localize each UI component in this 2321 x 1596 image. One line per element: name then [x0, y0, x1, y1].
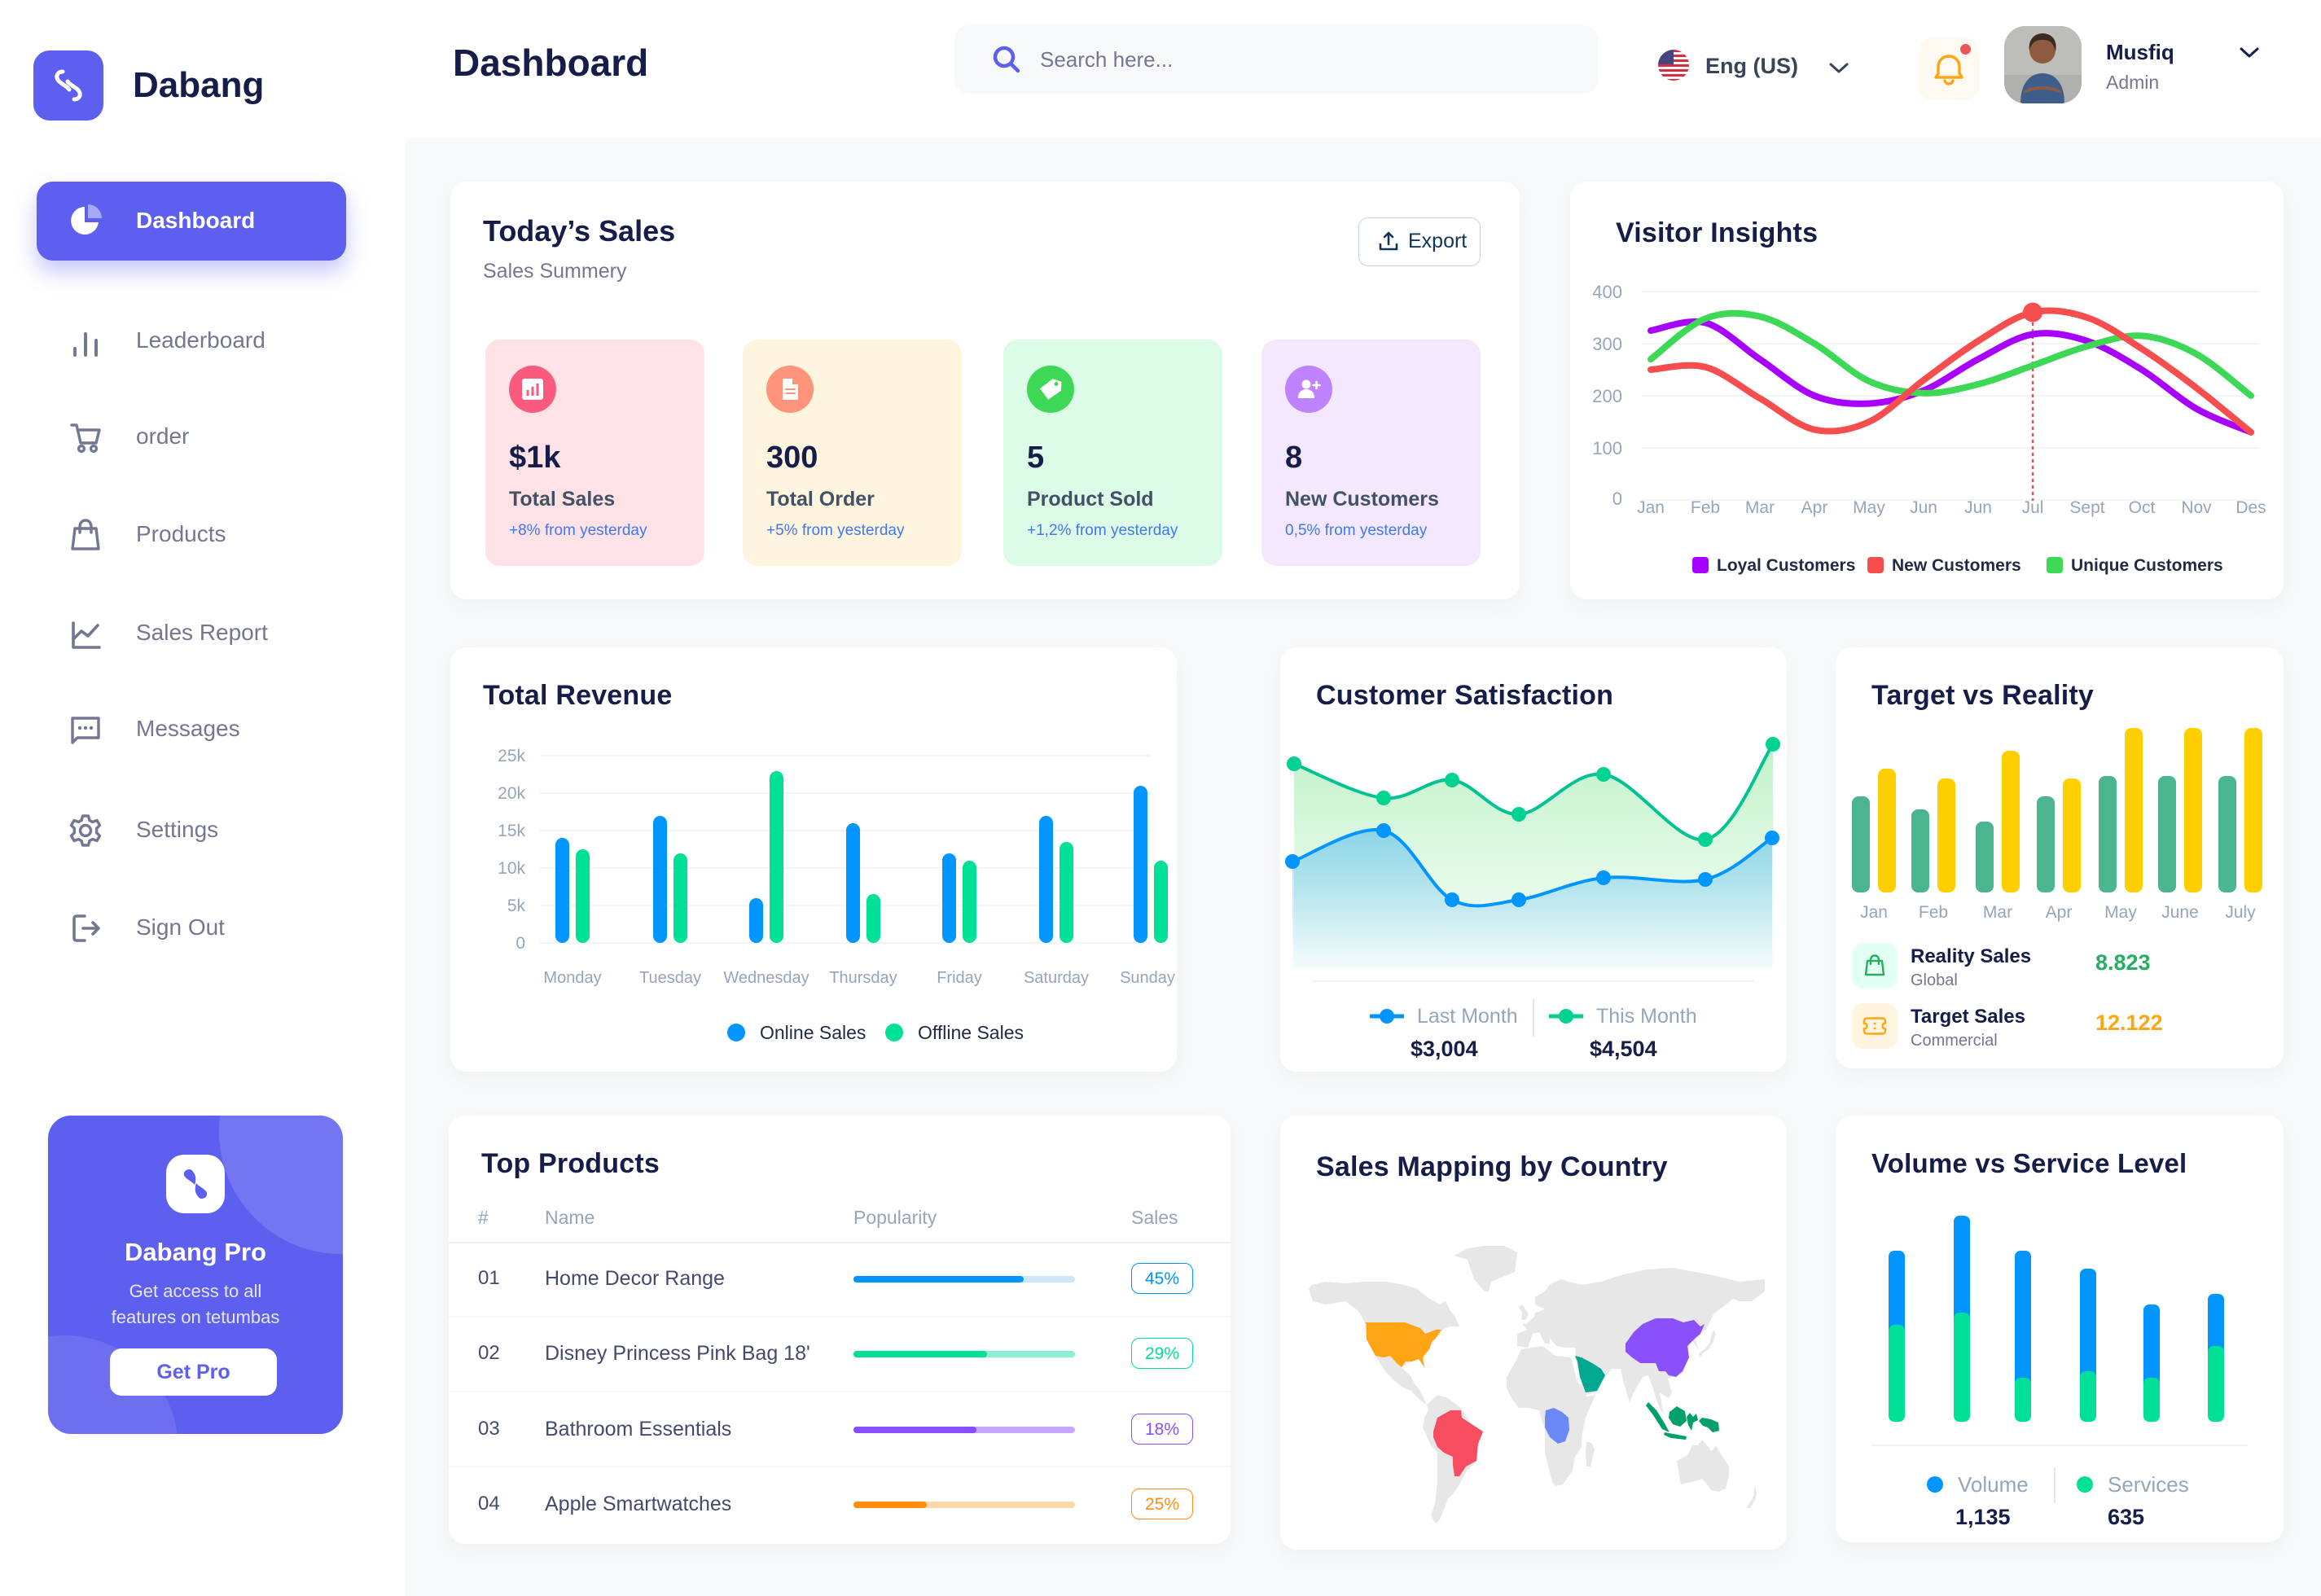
svg-text:Wednesday: Wednesday — [723, 969, 809, 987]
svg-text:Sept: Sept — [2069, 498, 2104, 517]
svg-text:300: 300 — [1592, 334, 1622, 354]
svg-text:$4,504: $4,504 — [1590, 1037, 1657, 1061]
svg-text:Last Month: Last Month — [1417, 1005, 1518, 1028]
svg-text:July: July — [2225, 903, 2256, 922]
svg-text:Online Sales: Online Sales — [760, 1022, 866, 1043]
svg-text:Volume: Volume — [1958, 1472, 2029, 1497]
svg-text:635: 635 — [2108, 1505, 2144, 1529]
svg-text:Mar: Mar — [1745, 498, 1775, 517]
svg-text:This Month: This Month — [1596, 1005, 1697, 1028]
svg-text:Jun: Jun — [1964, 498, 1992, 517]
svg-text:Mar: Mar — [1983, 903, 2012, 922]
svg-text:10k: 10k — [498, 859, 525, 878]
svg-text:Apr: Apr — [2046, 903, 2073, 922]
svg-text:20k: 20k — [498, 784, 525, 803]
svg-text:May: May — [1853, 498, 1885, 517]
svg-text:1,135: 1,135 — [1955, 1505, 2011, 1529]
svg-text:Jan: Jan — [1860, 903, 1888, 922]
svg-text:Jun: Jun — [1910, 498, 1937, 517]
svg-text:Saturday: Saturday — [1024, 969, 1089, 987]
svg-text:Feb: Feb — [1691, 498, 1720, 517]
svg-text:0: 0 — [1612, 489, 1622, 509]
svg-text:Des: Des — [2235, 498, 2266, 517]
svg-text:Sunday: Sunday — [1120, 969, 1175, 987]
svg-text:Oct: Oct — [2129, 498, 2156, 517]
svg-text:100: 100 — [1592, 438, 1622, 458]
svg-text:Apr: Apr — [1801, 498, 1828, 517]
svg-text:Feb: Feb — [1919, 903, 1948, 922]
svg-text:May: May — [2104, 903, 2137, 922]
svg-text:Offline Sales: Offline Sales — [918, 1022, 1024, 1043]
svg-text:0: 0 — [516, 934, 525, 953]
svg-text:5k: 5k — [507, 897, 526, 915]
svg-text:Unique Customers: Unique Customers — [2071, 556, 2223, 575]
svg-text:Loyal Customers: Loyal Customers — [1717, 556, 1855, 575]
svg-text:Thursday: Thursday — [829, 969, 897, 987]
svg-text:Friday: Friday — [937, 969, 982, 987]
svg-text:400: 400 — [1592, 282, 1622, 302]
svg-text:$3,004: $3,004 — [1411, 1037, 1478, 1061]
svg-text:Services: Services — [2108, 1472, 2189, 1497]
svg-text:Nov: Nov — [2181, 498, 2212, 517]
svg-text:New Customers: New Customers — [1892, 556, 2021, 575]
svg-text:25k: 25k — [498, 747, 525, 765]
svg-text:Jul: Jul — [2022, 498, 2044, 517]
svg-text:200: 200 — [1592, 386, 1622, 406]
svg-text:Jan: Jan — [1637, 498, 1665, 517]
svg-text:15k: 15k — [498, 822, 525, 840]
svg-text:Tuesday: Tuesday — [639, 969, 701, 987]
svg-text:June: June — [2161, 903, 2199, 922]
svg-text:Monday: Monday — [543, 969, 601, 987]
